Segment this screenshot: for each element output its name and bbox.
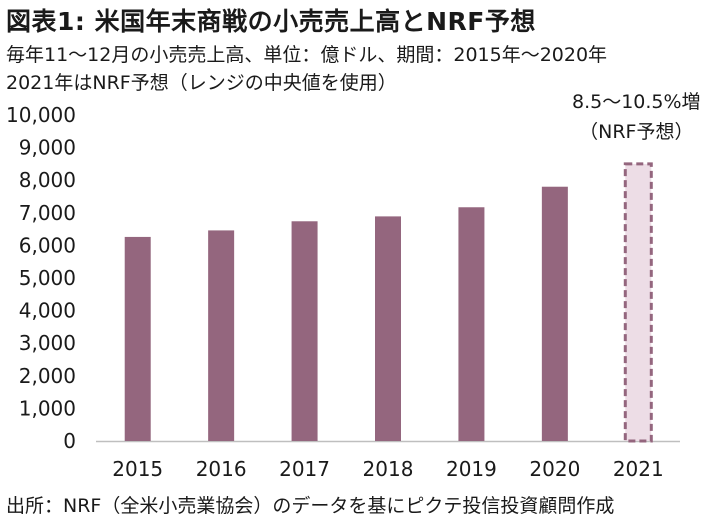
bar-2020 [541,186,568,441]
forecast-bar-2021 [623,162,653,443]
source-note: 出所：NRF（全米小売業協会）のデータを基にピクテ投信投資顧問作成 [6,495,615,517]
y-tick-label: 6,000 [19,233,76,257]
bar-2016 [208,230,235,441]
forecast-annotation-label: （NRF予想） [579,121,693,143]
x-tick-label: 2016 [196,457,247,481]
y-tick-label: 0 [63,429,76,453]
forecast-annotation-growth: 8.5～10.5%増 [572,91,701,113]
bar-2019 [458,207,485,441]
chart-subtitle-units: 毎年11～12月の小売売上高、単位：億ドル、期間：2015年～2020年 [6,44,608,66]
y-tick-label: 3,000 [19,331,76,355]
x-tick-label: 2017 [279,457,330,481]
x-tick-label: 2015 [112,457,163,481]
y-tick-label: 7,000 [19,201,76,225]
y-tick-label: 8,000 [19,168,76,192]
y-tick-label: 5,000 [19,266,76,290]
x-tick-label: 2018 [363,457,414,481]
bar-2015 [124,236,151,441]
bar-2018 [375,216,401,441]
y-tick-label: 10,000 [6,103,76,127]
x-tick-label: 2020 [529,457,580,481]
y-tick-label: 4,000 [19,299,76,323]
chart-title: 図表1: 米国年末商戦の小売売上高とNRF予想 [6,7,536,36]
y-tick-label: 1,000 [19,396,76,420]
y-tick-label: 9,000 [19,136,76,160]
bar-2017 [291,221,318,441]
y-tick-label: 2,000 [19,364,76,388]
x-tick-label: 2021 [613,457,664,481]
x-tick-label: 2019 [446,457,497,481]
chart-subtitle-note: 2021年はNRF予想（レンジの中央値を使用） [6,72,397,94]
